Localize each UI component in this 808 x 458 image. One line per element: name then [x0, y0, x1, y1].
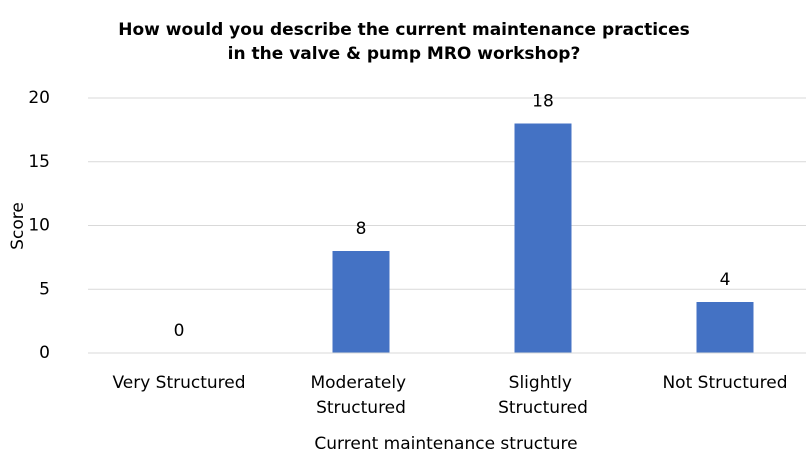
data-label: 8: [356, 219, 367, 239]
x-axis-title: Current maintenance structure: [314, 434, 577, 454]
x-tick-label: Moderately Structured: [310, 373, 411, 418]
data-label: 4: [720, 270, 731, 290]
x-tick-label: Slightly Structured: [498, 373, 588, 418]
x-tick-label: Very Structured: [112, 373, 245, 393]
bar: [332, 251, 390, 353]
bar: [514, 123, 572, 353]
y-tick-label: 10: [28, 216, 50, 236]
y-tick-label: 5: [39, 279, 50, 299]
y-axis-title: Score: [8, 202, 28, 250]
x-tick-label: Not Structured: [662, 373, 787, 393]
chart-title: in the valve & pump MRO workshop?: [228, 44, 581, 64]
data-label: 18: [532, 92, 554, 112]
chart-title: How would you describe the current maint…: [118, 20, 690, 40]
y-tick-label: 20: [28, 88, 50, 108]
bar: [696, 302, 754, 353]
data-label: 0: [174, 321, 185, 341]
y-tick-label: 15: [28, 152, 50, 172]
y-tick-label: 0: [39, 343, 50, 363]
